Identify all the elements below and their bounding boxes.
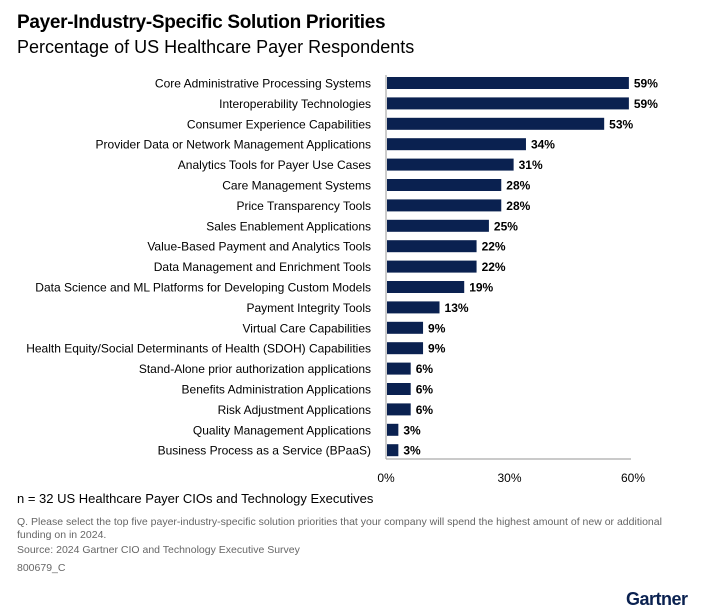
category-label: Sales Enablement Applications — [206, 219, 371, 233]
data-label: 28% — [506, 179, 530, 193]
survey-question: Q. Please select the top five payer-indu… — [17, 516, 662, 541]
bar — [387, 383, 411, 395]
data-label: 59% — [634, 77, 658, 91]
data-label: 22% — [482, 240, 506, 254]
category-label: Risk Adjustment Applications — [218, 403, 371, 417]
data-label: 3% — [403, 423, 421, 437]
bar — [387, 301, 440, 314]
category-label: Analytics Tools for Payer Use Cases — [178, 158, 371, 172]
data-label: 19% — [469, 281, 493, 295]
category-label: Virtual Care Capabilities — [242, 321, 371, 335]
gartner-logo: Gartner — [626, 589, 688, 609]
bar — [387, 138, 526, 151]
chart-subtitle: Percentage of US Healthcare Payer Respon… — [17, 37, 415, 57]
data-label: 13% — [445, 301, 469, 315]
source-note: Source: 2024 Gartner CIO and Technology … — [17, 544, 300, 556]
category-label: Stand-Alone prior authorization applicat… — [139, 362, 371, 376]
x-tick-label: 60% — [621, 471, 645, 485]
category-label: Business Process as a Service (BPaaS) — [158, 444, 371, 458]
data-label: 6% — [416, 362, 434, 376]
data-label: 6% — [416, 403, 434, 417]
bar — [387, 362, 411, 375]
bar — [387, 342, 424, 355]
bar — [387, 219, 489, 232]
data-label: 34% — [531, 138, 555, 152]
bar — [387, 281, 465, 293]
x-tick-label: 0% — [377, 471, 395, 485]
category-label: Payment Integrity Tools — [246, 301, 371, 315]
category-label: Value-Based Payment and Analytics Tools — [147, 240, 371, 254]
sample-note: n = 32 US Healthcare Payer CIOs and Tech… — [17, 491, 374, 506]
data-label: 9% — [428, 321, 446, 335]
chart-title: Payer-Industry-Specific Solution Priorit… — [17, 12, 386, 33]
category-label: Health Equity/Social Determinants of Hea… — [26, 342, 371, 356]
category-label: Interoperability Technologies — [219, 97, 371, 111]
bar — [387, 117, 605, 130]
bar — [387, 77, 629, 89]
bar — [387, 179, 502, 191]
category-label: Provider Data or Network Management Appl… — [96, 138, 371, 152]
data-label: 6% — [416, 383, 434, 397]
data-label: 9% — [428, 342, 446, 356]
data-label: 53% — [609, 117, 633, 131]
bar — [387, 97, 629, 110]
category-label: Consumer Experience Capabilities — [187, 117, 371, 131]
bar — [387, 444, 399, 457]
data-label: 59% — [634, 97, 658, 111]
x-tick-label: 30% — [497, 471, 521, 485]
data-label: 3% — [403, 444, 421, 458]
category-label: Care Management Systems — [222, 179, 371, 193]
category-label: Quality Management Applications — [193, 423, 371, 437]
category-label: Price Transparency Tools — [236, 199, 371, 213]
bar — [387, 403, 411, 416]
data-label: 31% — [519, 158, 543, 172]
bar — [387, 240, 477, 253]
figure-code: 800679_C — [17, 562, 66, 574]
category-label: Benefits Administration Applications — [182, 383, 371, 397]
bar — [387, 423, 399, 436]
data-label: 28% — [506, 199, 530, 213]
data-label: 22% — [482, 260, 506, 274]
category-label: Core Administrative Processing Systems — [155, 77, 371, 91]
data-label: 25% — [494, 219, 518, 233]
bar — [387, 199, 502, 212]
category-label: Data Management and Enrichment Tools — [154, 260, 371, 274]
bar — [387, 321, 424, 334]
bar — [387, 158, 514, 171]
bar — [387, 260, 477, 273]
category-label: Data Science and ML Platforms for Develo… — [35, 281, 371, 295]
